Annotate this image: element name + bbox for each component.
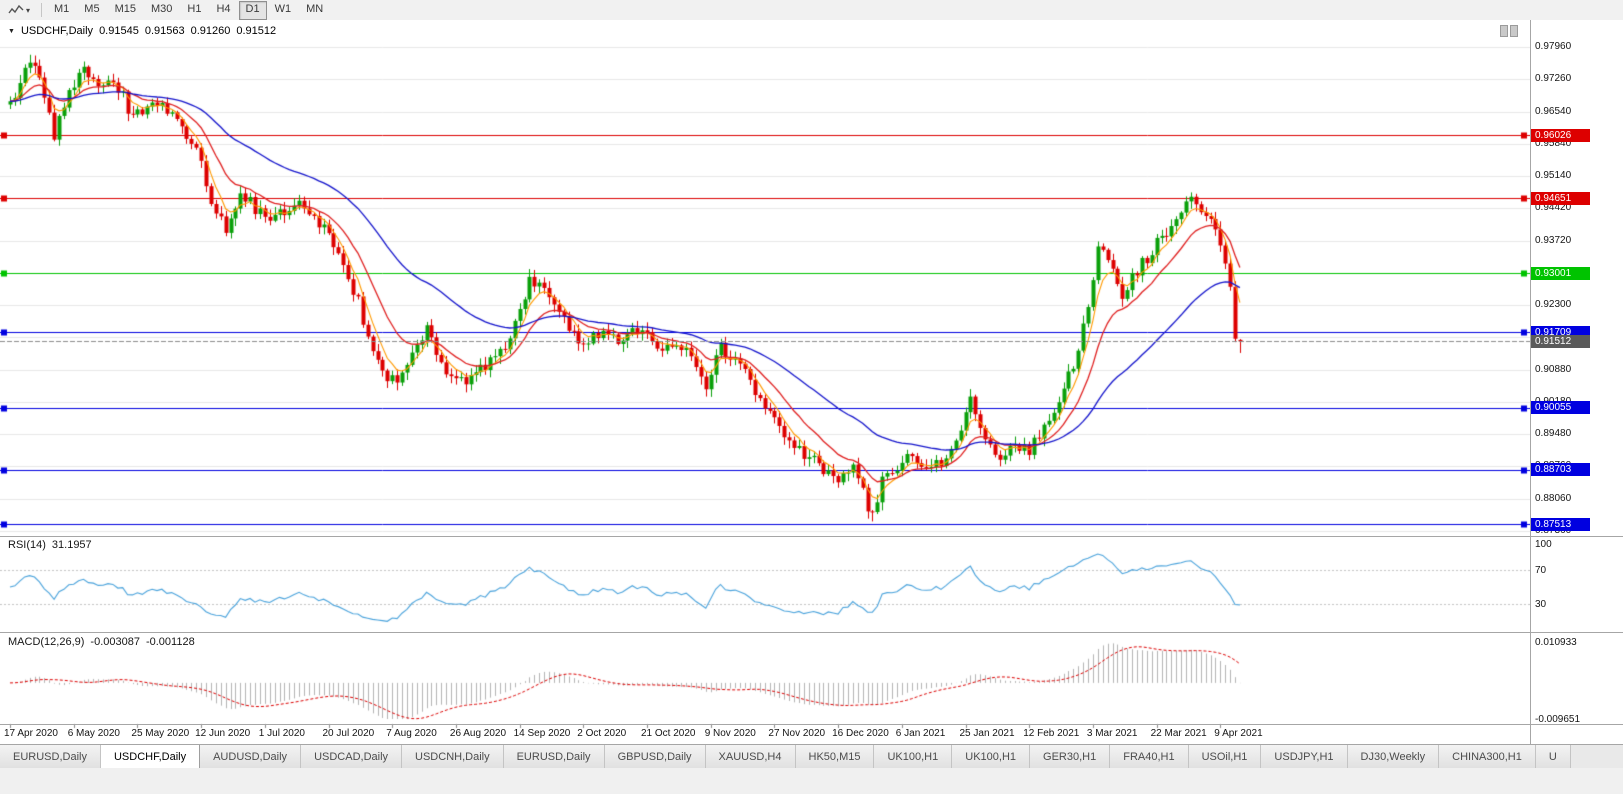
- chart-tab-usdcad-daily[interactable]: USDCAD,Daily: [301, 745, 403, 768]
- chart-tab-usdchf-daily[interactable]: USDCHF,Daily: [100, 745, 201, 768]
- toolbar-separator: [41, 3, 43, 17]
- rsi-indicator-name: RSI(14): [8, 539, 46, 551]
- toolbar: ▾ M1 M5 M15 M30 H1 H4 D1 W1 MN: [0, 0, 1623, 21]
- chart-tab-fra40-h1[interactable]: FRA40,H1: [1110, 745, 1189, 768]
- ohlc-open: 0.91545: [99, 25, 139, 37]
- chart-tab-eurusd-daily[interactable]: EURUSD,Daily: [0, 745, 101, 768]
- chart-tab-uk100-h1[interactable]: UK100,H1: [874, 745, 953, 768]
- chart-tab-gbpusd-daily[interactable]: GBPUSD,Daily: [604, 745, 706, 768]
- chart-tab-hk50-m15[interactable]: HK50,M15: [795, 745, 875, 768]
- chart-tab-china300-h1[interactable]: CHINA300,H1: [1439, 745, 1536, 768]
- rsi-indicator-value: 31.1957: [51, 539, 92, 551]
- ohlc-close: 0.91512: [236, 25, 277, 37]
- chart-tab-dj30-weekly[interactable]: DJ30,Weekly: [1347, 745, 1440, 768]
- timeframe-button-d1[interactable]: D1: [238, 0, 267, 20]
- chart-tab-u[interactable]: U: [1535, 745, 1571, 768]
- timeframe-button-h1[interactable]: H1: [187, 2, 202, 15]
- price-axis-background: [1530, 20, 1623, 744]
- timeframe-button-m1[interactable]: M1: [54, 2, 70, 15]
- timeframe-button-m15[interactable]: M15: [114, 2, 136, 15]
- macd-panel-divider[interactable]: [0, 632, 1623, 633]
- chart-symbol-period: USDCHF,Daily: [20, 25, 94, 37]
- chart-tab-ger30-h1[interactable]: GER30,H1: [1030, 745, 1111, 768]
- timeframe-button-m5[interactable]: M5: [84, 2, 100, 15]
- chart-tab-xauusd-h4[interactable]: XAUUSD,H4: [705, 745, 796, 768]
- chart-title: ▼ USDCHF,Daily 0.91545 0.91563 0.91260 0…: [8, 25, 276, 37]
- chart-tab-usoil-h1[interactable]: USOil,H1: [1188, 745, 1262, 768]
- ohlc-high: 0.91563: [144, 25, 185, 37]
- chart-tab-usdjpy-h1[interactable]: USDJPY,H1: [1261, 745, 1348, 768]
- date-axis-divider: [0, 724, 1623, 725]
- timeframe-button-group: M1 M5 M15 M30 H1 H4 D1 W1 MN: [47, 0, 330, 20]
- timeframe-button-mn[interactable]: MN: [306, 2, 324, 15]
- chart-tab-audusd-daily[interactable]: AUDUSD,Daily: [200, 745, 302, 768]
- chart-shift-marker-icon[interactable]: [1500, 25, 1518, 37]
- chart-tab-bar: EURUSD,Daily USDCHF,Daily AUDUSD,Daily USDC…: [0, 744, 1623, 768]
- price-chart-canvas[interactable]: [0, 20, 1530, 744]
- macd-main-value: -0.003087: [90, 636, 140, 648]
- timeframe-button-m30[interactable]: M30: [150, 2, 173, 15]
- dropdown-caret-icon: ▾: [26, 5, 31, 15]
- rsi-panel-label: RSI(14) 31.1957: [8, 539, 92, 551]
- macd-signal-value: -0.001128: [145, 636, 195, 648]
- chart-type-dropdown-button[interactable]: ▾: [4, 2, 34, 19]
- line-chart-icon: [8, 4, 24, 14]
- macd-panel-label: MACD(12,26,9) -0.003087 -0.001128: [8, 636, 195, 648]
- chart-tab-uk100-h1[interactable]: UK100,H1: [952, 745, 1031, 768]
- chart-title-caret-icon: ▼: [8, 27, 15, 35]
- rsi-panel-divider[interactable]: [0, 536, 1623, 537]
- macd-indicator-name: MACD(12,26,9): [8, 636, 85, 648]
- timeframe-button-h4[interactable]: H4: [216, 2, 231, 15]
- chart-tab-eurusd-daily[interactable]: EURUSD,Daily: [503, 745, 605, 768]
- ohlc-low: 0.91260: [190, 25, 231, 37]
- timeframe-button-w1[interactable]: W1: [274, 2, 292, 15]
- chart-tab-usdcnh-daily[interactable]: USDCNH,Daily: [402, 745, 504, 768]
